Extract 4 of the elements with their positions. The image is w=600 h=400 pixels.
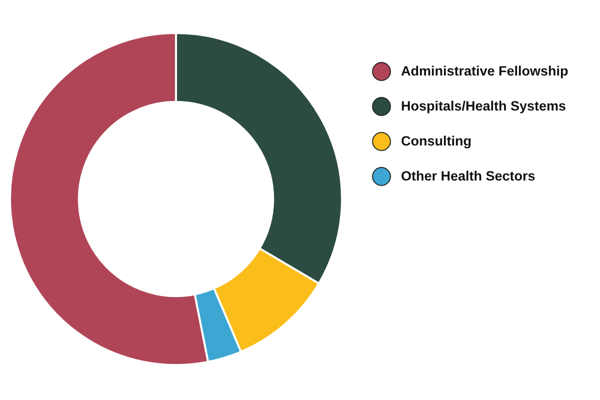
- legend-label: Consulting: [401, 134, 472, 148]
- legend-label: Other Health Sectors: [401, 168, 536, 184]
- legend-label: Hospitals/Health Systems: [401, 98, 566, 114]
- legend-label: Administrative Fellowship: [401, 64, 568, 78]
